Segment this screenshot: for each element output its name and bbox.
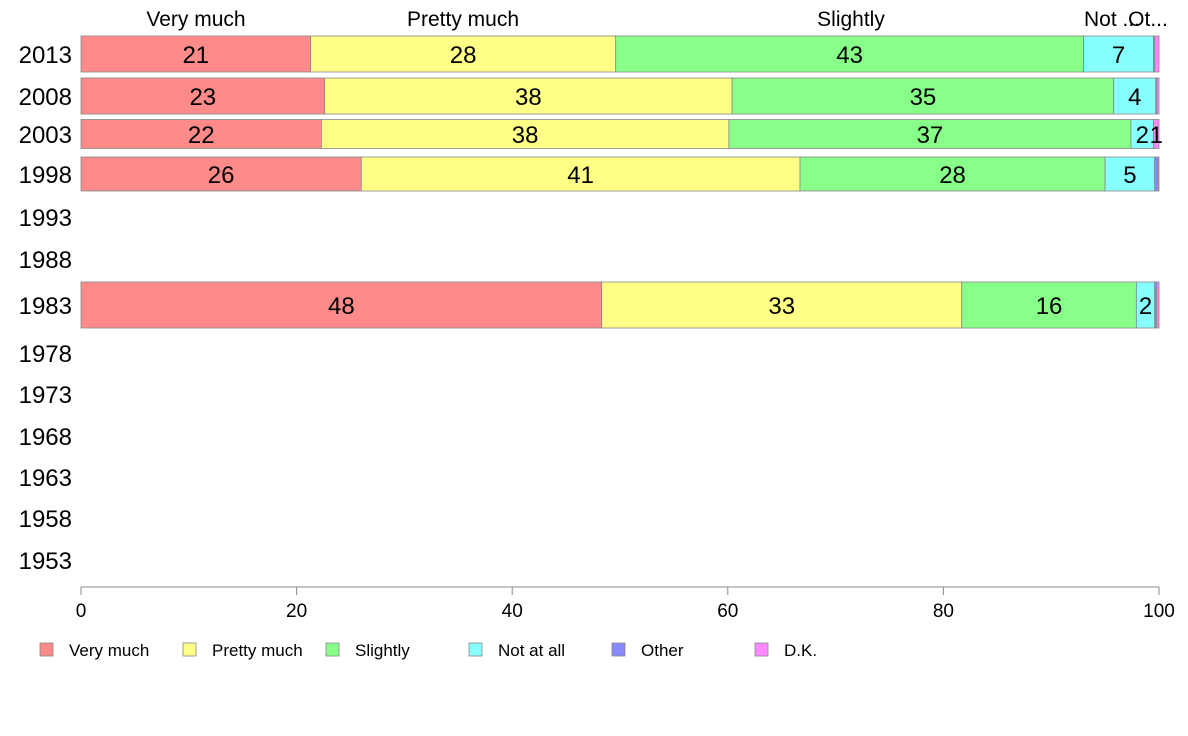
data-label: 35 (910, 84, 937, 111)
bar-segment (1153, 119, 1160, 149)
legend-swatch (611, 642, 626, 657)
bar-segment (1156, 77, 1160, 115)
data-label: 26 (208, 162, 235, 189)
y-tick-label: 1953 (19, 548, 72, 575)
bar-segment (799, 156, 1106, 192)
data-label: 22 (188, 122, 215, 149)
y-tick-label: 1963 (19, 465, 72, 492)
bar-segment (80, 35, 312, 73)
top-series-label: Very much (146, 8, 245, 31)
legend-swatch (182, 642, 197, 657)
data-label: 5 (1123, 162, 1136, 189)
x-tick-label: 20 (286, 601, 307, 622)
data-label: 16 (1036, 293, 1063, 320)
data-label: 1 (1150, 122, 1163, 149)
y-tick-label: 1988 (19, 247, 72, 274)
data-label: 41 (567, 162, 594, 189)
data-label: 28 (450, 42, 477, 69)
bar-segment (324, 77, 733, 115)
bar-segment (1157, 156, 1160, 192)
y-tick-label: 2003 (19, 122, 72, 149)
data-label: 38 (515, 84, 542, 111)
data-label: 37 (917, 122, 944, 149)
top-series-label: Slightly (817, 8, 885, 31)
bar-segment (80, 77, 326, 115)
bar-segment (601, 281, 963, 329)
x-tick-label: 40 (502, 601, 523, 622)
data-label: 33 (768, 293, 795, 320)
legend-label: Very much (69, 641, 149, 660)
legend-swatch (325, 642, 340, 657)
data-label: 38 (512, 122, 539, 149)
bar-segment (80, 156, 362, 192)
x-tick-label: 80 (933, 601, 954, 622)
bar-segment (1154, 35, 1160, 73)
y-tick-label: 1998 (19, 162, 72, 189)
legend-label: Slightly (355, 641, 410, 660)
legend-label: Pretty much (212, 641, 303, 660)
legend-label: Not at all (498, 641, 565, 660)
x-tick-label: 60 (717, 601, 738, 622)
data-label: 2 (1136, 122, 1149, 149)
y-tick-label: 1973 (19, 382, 72, 409)
legend-swatch (39, 642, 54, 657)
y-tick-label: 1993 (19, 205, 72, 232)
bar-segment (1104, 156, 1156, 192)
legend-swatch (468, 642, 483, 657)
bar-segment (80, 119, 322, 149)
data-label: 7 (1112, 42, 1125, 69)
top-series-label: Ot... (1128, 8, 1168, 31)
x-tick-label: 0 (76, 601, 87, 622)
bar-segment (961, 281, 1137, 329)
data-label: 23 (189, 84, 216, 111)
y-tick-label: 1978 (19, 341, 72, 368)
bar-segment (1113, 77, 1157, 115)
data-label: 48 (328, 293, 355, 320)
bar-segment (615, 35, 1084, 73)
top-series-label: Pretty much (407, 8, 519, 31)
x-tick-label: 100 (1143, 601, 1175, 622)
legend-label: Other (641, 641, 684, 660)
data-label: 4 (1128, 84, 1141, 111)
bar-segment (731, 77, 1115, 115)
bar-segment (310, 35, 617, 73)
bar-segment (360, 156, 801, 192)
bar-segment (1156, 281, 1160, 329)
bar-segment (728, 119, 1132, 149)
legend-swatch (754, 642, 769, 657)
y-tick-label: 2008 (19, 84, 72, 111)
y-tick-label: 2013 (19, 42, 72, 69)
top-series-label: Not ... (1084, 8, 1140, 31)
y-tick-label: 1958 (19, 506, 72, 533)
bar-segment (1154, 156, 1159, 192)
data-label: 21 (182, 42, 209, 69)
y-tick-label: 1983 (19, 293, 72, 320)
data-label: 43 (836, 42, 863, 69)
bar-segment (80, 281, 603, 329)
legend-label: D.K. (784, 641, 817, 660)
y-tick-label: 1968 (19, 424, 72, 451)
data-label: 28 (939, 162, 966, 189)
data-label: 2 (1139, 293, 1152, 320)
